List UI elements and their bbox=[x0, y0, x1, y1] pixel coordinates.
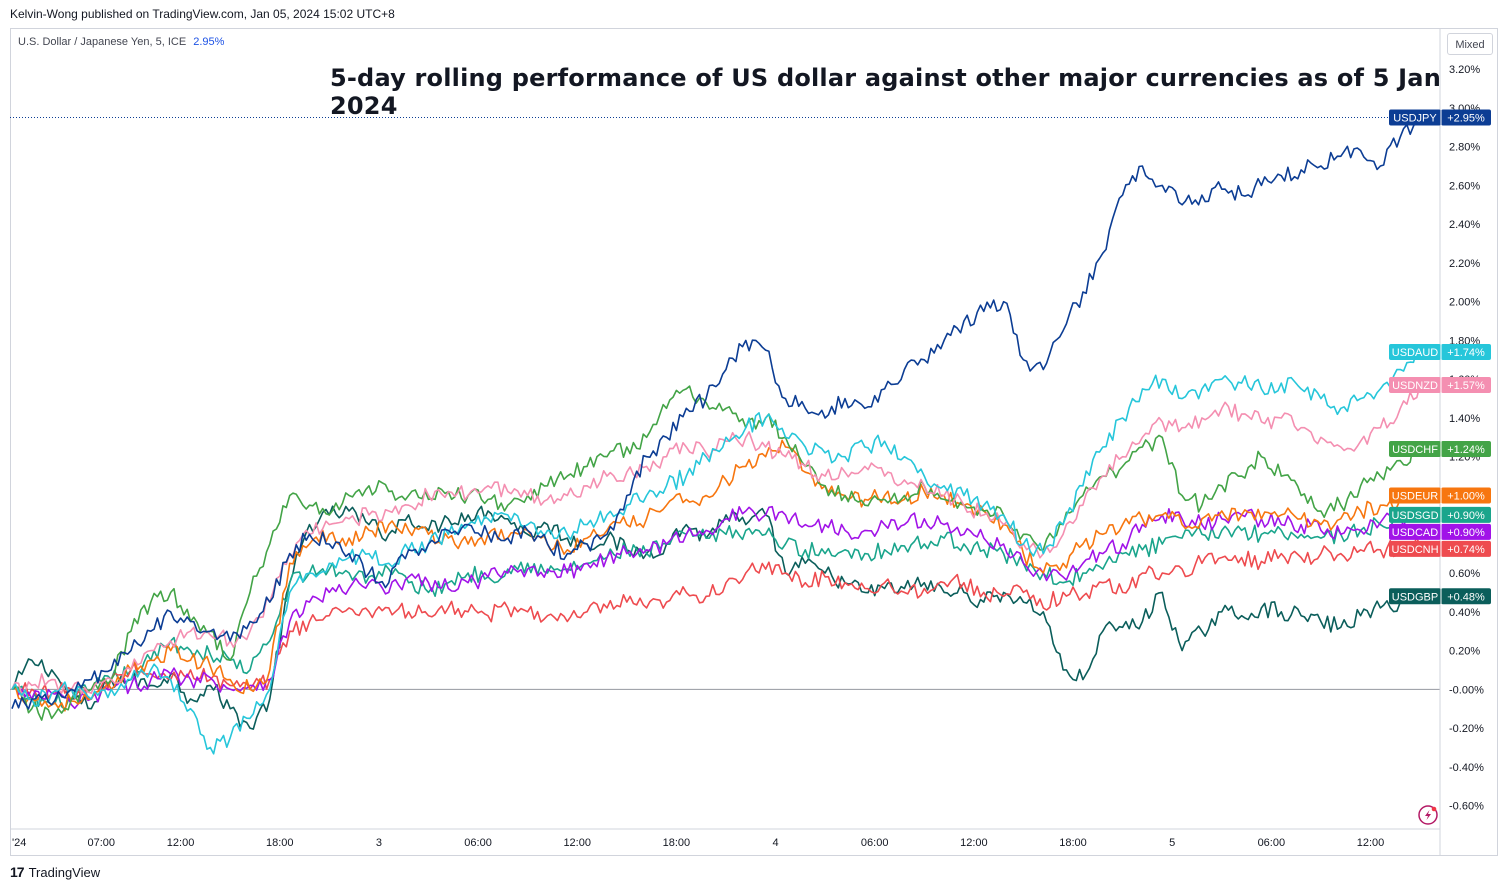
series-label-name: USDGBP bbox=[1392, 591, 1438, 603]
series-label-name: USDSGD bbox=[1391, 510, 1438, 522]
y-tick-label: 2.40% bbox=[1449, 219, 1480, 231]
footer-brand-name: TradingView bbox=[28, 864, 101, 880]
series-label-name: USDNZD bbox=[1392, 380, 1438, 392]
y-tick-label: 2.00% bbox=[1449, 297, 1480, 309]
x-tick-label: 07:00 bbox=[87, 837, 115, 849]
x-tick-label: 5 bbox=[1169, 837, 1175, 849]
series-label-value: +1.74% bbox=[1447, 347, 1485, 359]
series-label-usdcad[interactable]: USDCAD +0.90% bbox=[1389, 523, 1491, 540]
series-label-usdnzd[interactable]: USDNZD +1.57% bbox=[1389, 377, 1491, 394]
series-layer bbox=[11, 116, 1421, 755]
x-tick-label: '24 bbox=[12, 837, 26, 849]
x-tick-label: 12:00 bbox=[167, 837, 195, 849]
lightning-icon[interactable] bbox=[1418, 805, 1438, 825]
series-line-usdcnh[interactable] bbox=[11, 537, 1421, 701]
y-tick-label: 0.40% bbox=[1449, 607, 1480, 619]
x-tick-label: 3 bbox=[376, 837, 382, 849]
series-line-usdsgd[interactable] bbox=[11, 509, 1421, 710]
series-label-name: USDAUD bbox=[1392, 347, 1439, 359]
y-tick-label: 3.20% bbox=[1449, 64, 1480, 76]
x-tick-label: 18:00 bbox=[266, 837, 294, 849]
time-axis: '24 07:00 12:00 18:00 3 06:00 12:00 18:00 4 06:00… bbox=[12, 837, 1384, 849]
series-label-usdaud[interactable]: USDAUD +1.74% bbox=[1389, 344, 1491, 361]
series-label-name: USDCHF bbox=[1392, 444, 1438, 456]
y-tick-label: -0.00% bbox=[1449, 684, 1484, 696]
series-label-usdgbp[interactable]: USDGBP +0.48% bbox=[1389, 588, 1491, 605]
series-label-value: +2.95% bbox=[1447, 113, 1485, 125]
y-tick-label: -0.60% bbox=[1449, 801, 1484, 813]
series-label-value: +0.90% bbox=[1447, 527, 1485, 539]
x-tick-label: 06:00 bbox=[861, 837, 889, 849]
published-by-line: Kelvin-Wong published on TradingView.com… bbox=[10, 7, 395, 21]
series-line-usdchf[interactable] bbox=[11, 385, 1421, 721]
symbol-name: U.S. Dollar / Japanese Yen, 5, ICE bbox=[18, 36, 187, 48]
series-line-usdcad[interactable] bbox=[11, 505, 1421, 710]
y-tick-label: -0.40% bbox=[1449, 762, 1484, 774]
x-tick-label: 4 bbox=[772, 837, 778, 849]
scale-mode-button[interactable]: Mixed bbox=[1447, 33, 1493, 55]
series-label-usdsgd[interactable]: USDSGD +0.90% bbox=[1389, 506, 1491, 523]
series-line-usdjpy[interactable] bbox=[11, 116, 1421, 710]
y-tick-label: 0.20% bbox=[1449, 646, 1480, 658]
x-tick-label: 18:00 bbox=[663, 837, 691, 849]
chart-frame bbox=[10, 28, 1498, 856]
tradingview-logo-icon: 17 bbox=[10, 864, 25, 880]
series-label-value: +1.00% bbox=[1447, 490, 1485, 502]
price-axis: 3.20%3.00%2.80%2.60%2.40%2.20%2.00%1.80%… bbox=[1449, 64, 1484, 813]
series-label-value: +0.90% bbox=[1447, 510, 1485, 522]
x-tick-label: 18:00 bbox=[1059, 837, 1087, 849]
x-tick-label: 12:00 bbox=[1357, 837, 1385, 849]
series-labels: USDJPY +2.95% USDAUD +1.74% USDNZD +1.57% USDC… bbox=[1389, 109, 1491, 605]
x-tick-label: 12:00 bbox=[960, 837, 988, 849]
series-line-usdaud[interactable] bbox=[11, 349, 1421, 755]
y-tick-label: 2.20% bbox=[1449, 258, 1480, 270]
series-label-usdjpy[interactable]: USDJPY +2.95% bbox=[1389, 109, 1491, 126]
series-label-value: +0.48% bbox=[1447, 591, 1485, 603]
y-tick-label: -0.20% bbox=[1449, 723, 1484, 735]
series-label-name: USDCAD bbox=[1392, 527, 1439, 539]
chart-title: 5-day rolling performance of US dollar a… bbox=[330, 64, 1441, 120]
series-label-value: +0.74% bbox=[1447, 544, 1485, 556]
y-tick-label: 0.60% bbox=[1449, 568, 1480, 580]
series-label-value: +1.57% bbox=[1447, 380, 1485, 392]
series-label-name: USDEUR bbox=[1392, 490, 1439, 502]
series-label-name: USDJPY bbox=[1393, 113, 1437, 125]
x-tick-label: 06:00 bbox=[1258, 837, 1286, 849]
series-line-usdeur[interactable] bbox=[11, 439, 1421, 712]
x-tick-label: 06:00 bbox=[464, 837, 492, 849]
series-label-name: USDCNH bbox=[1391, 544, 1438, 556]
y-tick-label: 2.60% bbox=[1449, 180, 1480, 192]
series-label-usdeur[interactable]: USDEUR +1.00% bbox=[1389, 487, 1491, 504]
y-tick-label: 2.80% bbox=[1449, 142, 1480, 154]
series-label-value: +1.24% bbox=[1447, 444, 1485, 456]
x-tick-label: 12:00 bbox=[563, 837, 591, 849]
footer-brand[interactable]: 17 TradingView bbox=[10, 864, 100, 880]
symbol-value: 2.95% bbox=[193, 36, 225, 48]
series-label-usdchf[interactable]: USDCHF +1.24% bbox=[1389, 440, 1491, 457]
y-tick-label: 1.40% bbox=[1449, 413, 1480, 425]
series-line-usdgbp[interactable] bbox=[11, 505, 1421, 730]
series-label-usdcnh[interactable]: USDCNH +0.74% bbox=[1389, 540, 1491, 557]
symbol-legend[interactable]: U.S. Dollar / Japanese Yen, 5, ICE 2.95% bbox=[18, 36, 224, 48]
